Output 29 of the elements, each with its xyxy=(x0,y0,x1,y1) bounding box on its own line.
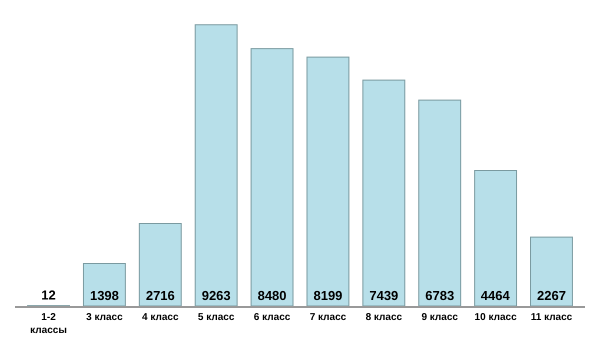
data-label: 2267 xyxy=(537,288,566,303)
data-label: 6783 xyxy=(425,288,454,303)
x-tick-label: 1-2 классы xyxy=(30,312,67,336)
x-tick-label: 9 класс xyxy=(421,312,458,323)
bar xyxy=(250,48,294,306)
data-label: 7439 xyxy=(369,288,398,303)
data-label: 8480 xyxy=(258,288,287,303)
data-label: 2716 xyxy=(146,288,175,303)
bar xyxy=(418,100,462,306)
bar xyxy=(138,223,182,306)
bar xyxy=(82,263,126,306)
data-label: 12 xyxy=(41,288,56,303)
data-label: 8199 xyxy=(313,288,342,303)
x-tick-label: 5 класс xyxy=(198,312,235,323)
x-tick-label: 7 класс xyxy=(310,312,347,323)
data-label: 9263 xyxy=(202,288,231,303)
data-label: 4464 xyxy=(480,288,510,303)
bar xyxy=(530,236,573,306)
bar xyxy=(306,56,350,306)
x-tick-label: 11 класс xyxy=(530,312,573,323)
x-tick-label: 6 класс xyxy=(254,312,291,323)
bar xyxy=(474,170,518,306)
bar xyxy=(362,80,406,306)
bar xyxy=(194,24,238,306)
x-tick-label: 4 класс xyxy=(142,312,179,323)
x-tick-label: 3 класс xyxy=(86,312,124,323)
x-tick-label: 10 класс xyxy=(474,312,518,323)
data-label: 1398 xyxy=(90,288,119,303)
x-tick-label: 8 класс xyxy=(366,312,403,323)
